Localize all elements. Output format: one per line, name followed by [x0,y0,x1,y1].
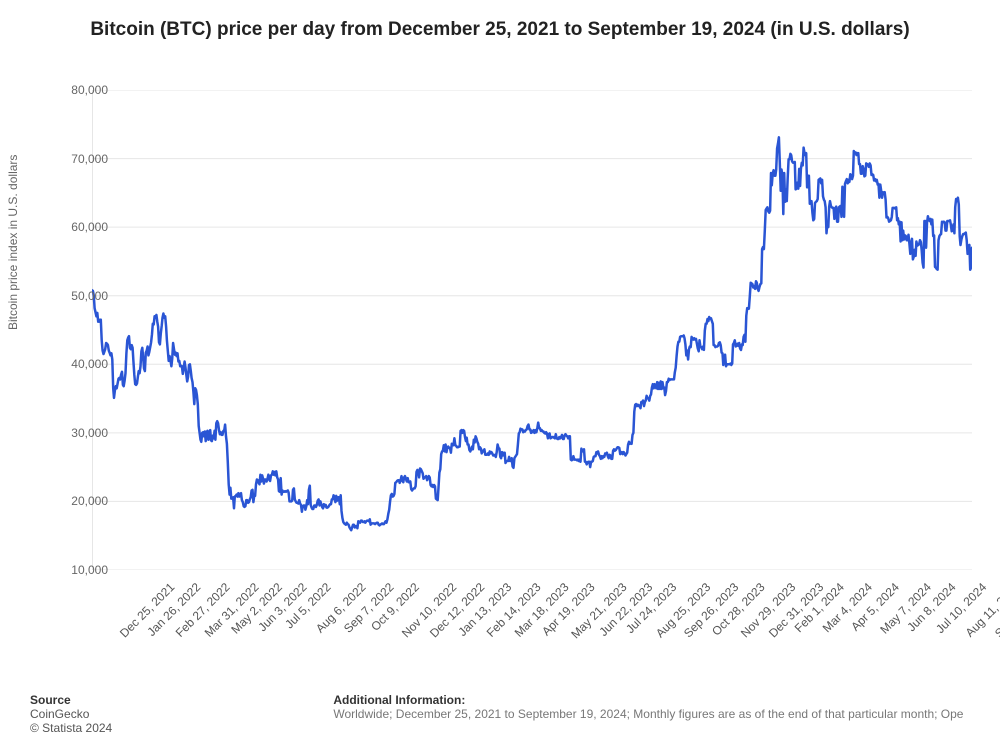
plot-area [92,90,972,570]
y-tick-label: 20,000 [48,494,108,508]
y-tick-label: 70,000 [48,152,108,166]
footer-source-block: Source CoinGecko © Statista 2024 [30,693,330,735]
footer: Source CoinGecko © Statista 2024 Additio… [30,693,970,735]
chart-title: Bitcoin (BTC) price per day from Decembe… [0,0,1000,49]
y-tick-label: 50,000 [48,289,108,303]
y-tick-label: 30,000 [48,426,108,440]
plot-svg [92,90,972,570]
y-tick-label: 40,000 [48,357,108,371]
copyright: © Statista 2024 [30,721,330,735]
source-name: CoinGecko [30,707,330,721]
y-axis-label: Bitcoin price index in U.S. dollars [6,155,20,330]
y-tick-label: 60,000 [48,220,108,234]
source-heading: Source [30,693,330,707]
chart-container: Bitcoin (BTC) price per day from Decembe… [0,0,1000,743]
y-tick-label: 10,000 [48,563,108,577]
additional-text: Worldwide; December 25, 2021 to Septembe… [333,707,963,721]
footer-additional-block: Additional Information: Worldwide; Decem… [333,693,963,721]
y-tick-label: 80,000 [48,83,108,97]
additional-heading: Additional Information: [333,693,963,707]
